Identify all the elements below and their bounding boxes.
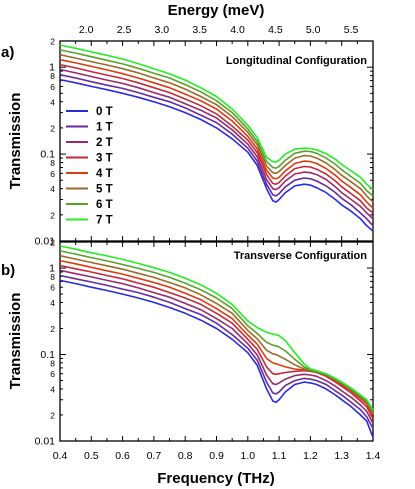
panel-a-title: Longitudinal Configuration xyxy=(226,55,367,67)
panel-b-y-tick-label: 6 xyxy=(50,283,55,293)
panel-b-series-0t xyxy=(59,279,374,438)
top-tick-label: 3.5 xyxy=(192,24,207,36)
panel-b: b) Transverse Configuration Transmission… xyxy=(1,238,374,448)
panel-a-legend: 0 T 1 T 2 T 3 T 4 T 5 T 6 T 7 T xyxy=(66,106,113,227)
panel-b-series-7t xyxy=(59,245,374,411)
panel-a-y-tick-label: 0.01 xyxy=(35,236,56,248)
panel-a-series-4t xyxy=(59,58,374,209)
panel-b-y-tick-label: 8 xyxy=(50,272,55,282)
legend-label: 1 T xyxy=(96,122,113,134)
legend-label: 6 T xyxy=(96,199,113,211)
panel-b-series xyxy=(59,245,374,438)
panel-a-y-tick-label: 4 xyxy=(50,184,55,194)
panel-a-series-2t xyxy=(59,68,374,220)
panel-b-title: Transverse Configuration xyxy=(234,250,368,262)
bottom-axis-ticks: 0.4 0.5 0.6 0.7 0.8 0.9 1.0 1.1 1.2 1.3 1.4 xyxy=(53,450,381,462)
top-tick-label: 4.0 xyxy=(230,24,245,36)
panel-a-series-1t xyxy=(59,73,374,227)
panel-a-y-tick-label: 0.1 xyxy=(40,149,55,161)
bottom-tick-label: 0.9 xyxy=(209,450,224,462)
panel-b-frame xyxy=(59,241,374,442)
top-tick-label: 2.5 xyxy=(117,24,132,36)
panel-b-y-tick-label: 4 xyxy=(50,298,55,308)
bottom-tick-label: 0.6 xyxy=(115,450,130,462)
legend-label: 7 T xyxy=(96,215,113,227)
top-tick-label: 2.0 xyxy=(79,24,94,36)
panel-a-y-tick-label: 2 xyxy=(50,123,55,133)
panel-b-letter: b) xyxy=(1,262,15,279)
bottom-tick-label: 1.4 xyxy=(366,450,381,462)
panel-b-y-tick-label: 8 xyxy=(50,358,55,368)
bottom-tick-label: 1.0 xyxy=(240,450,255,462)
bottom-tick-label: 0.4 xyxy=(53,450,68,462)
panel-b-series-1t xyxy=(59,274,374,429)
bottom-axis-title: Frequency (THz) xyxy=(157,470,275,487)
panel-b-series-3t xyxy=(59,264,374,420)
panel-b-y-axis-title: Transmission xyxy=(7,293,24,390)
bottom-tick-label: 0.8 xyxy=(178,450,193,462)
panel-a-series-6t xyxy=(59,49,374,197)
panel-a-y-axis-title: Transmission xyxy=(7,93,24,190)
panel-b-y-tick-label: 2 xyxy=(50,410,55,420)
top-tick-label: 3.0 xyxy=(155,24,170,36)
panel-a-y-tick-label: 2 xyxy=(50,37,55,47)
top-axis-ticks: 2.0 2.5 3.0 3.5 4.0 4.5 5.0 5.5 xyxy=(79,24,359,36)
panel-b-y-tick-label: 2 xyxy=(50,324,55,334)
bottom-tick-label: 1.1 xyxy=(272,450,287,462)
panel-a-y-tick-label: 8 xyxy=(50,71,55,81)
legend-label: 2 T xyxy=(96,137,113,149)
panel-b-y-tick-label: 6 xyxy=(50,369,55,379)
panel-a-y-tick-label: 6 xyxy=(50,169,55,179)
bottom-tick-label: 0.7 xyxy=(147,450,162,462)
top-tick-label: 4.5 xyxy=(268,24,283,36)
panel-a-y-tick-label: 2 xyxy=(50,210,55,220)
panel-a-y-tick-label: 8 xyxy=(50,158,55,168)
legend-label: 4 T xyxy=(96,168,113,180)
panel-a: a) Longitudinal Configuration Transmissi… xyxy=(1,37,374,248)
panel-a-series-0t xyxy=(59,78,374,232)
bottom-tick-label: 1.2 xyxy=(303,450,318,462)
legend-label: 5 T xyxy=(96,184,113,196)
panel-b-y-tick-label: 0.01 xyxy=(35,436,56,448)
panel-b-y-tick-label: 2 xyxy=(50,238,55,248)
panel-a-series-3t xyxy=(59,63,374,214)
panel-a-series-5t xyxy=(59,53,374,203)
legend-label: 3 T xyxy=(96,153,113,165)
panel-b-series-4t xyxy=(59,259,374,416)
panel-b-y-tick-label: 0.1 xyxy=(40,349,55,361)
bottom-tick-label: 1.3 xyxy=(334,450,349,462)
panel-a-y-tick-label: 4 xyxy=(50,97,55,107)
top-axis-title: Energy (meV) xyxy=(168,2,265,19)
panel-b-y-tick-label: 1 xyxy=(49,263,55,275)
panel-a-series-7t xyxy=(59,44,374,191)
panel-b-series-2t xyxy=(59,269,374,424)
top-tick-label: 5.0 xyxy=(306,24,321,36)
top-tick-label: 5.5 xyxy=(344,24,359,36)
panel-a-letter: a) xyxy=(1,44,14,61)
panel-a-y-tick-label: 6 xyxy=(50,82,55,92)
legend-label: 0 T xyxy=(96,106,113,118)
panel-b-y-tick-label: 4 xyxy=(50,384,55,394)
bottom-tick-label: 0.5 xyxy=(84,450,99,462)
panel-a-y-tick-label: 1 xyxy=(49,62,55,74)
panel-a-series xyxy=(59,44,374,232)
